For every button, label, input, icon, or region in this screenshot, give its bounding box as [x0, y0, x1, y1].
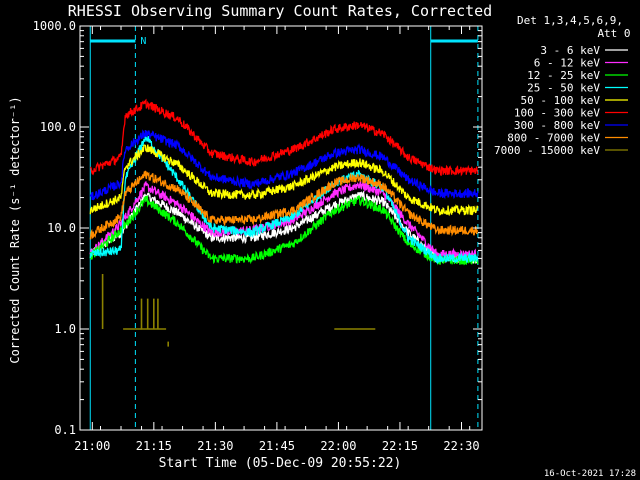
series-line-6-12-kev	[89, 180, 478, 262]
series-line-800-7000-kev	[89, 170, 479, 240]
legend-label: 100 - 300 keV	[514, 107, 600, 120]
detector-info: Det 1,3,4,5,6,9,	[517, 14, 623, 27]
x-axis-label: Start Time (05-Dec-09 20:55:22)	[159, 456, 402, 471]
series-line-50-100-kev	[89, 144, 479, 217]
series-line-12-25-kev	[89, 194, 479, 266]
night-marker-label: N	[140, 36, 146, 47]
footer-date: 16-Oct-2021 17:28	[544, 469, 636, 479]
y-axis-label: Corrected Count Rate (s⁻¹ detector⁻¹)	[8, 96, 22, 363]
chart-title: RHESSI Observing Summary Count Rates, Co…	[68, 2, 492, 20]
legend-label: 25 - 50 keV	[527, 82, 600, 95]
plot-area: N	[89, 26, 479, 430]
legend-label: 6 - 12 keV	[534, 57, 601, 70]
legend-label: 12 - 25 keV	[527, 69, 600, 82]
x-tick-label: 22:30	[443, 439, 479, 453]
x-axis: 21:00 21:15 21:30 21:45 22:00 22:15 22:30	[74, 26, 480, 453]
legend-label: 50 - 100 keV	[521, 94, 601, 107]
y-tick-label: 1000.0	[33, 19, 76, 33]
legend-label: 800 - 7000 keV	[507, 132, 600, 145]
series-segment-7000-15000-kev	[140, 298, 167, 330]
series-line-25-50-kev	[89, 133, 479, 265]
legend-label: 300 - 800 keV	[514, 119, 600, 132]
x-tick-label: 22:00	[320, 439, 356, 453]
series-line-100-300-kev	[89, 98, 479, 177]
series-line-3-6-kev	[89, 190, 479, 265]
y-axis: 1000.0 100.0 10.0 1.0 0.1	[33, 19, 482, 437]
legend-label: 3 - 6 keV	[540, 44, 600, 57]
legend-label: 7000 - 15000 keV	[494, 144, 600, 157]
y-tick-label: 0.1	[54, 423, 76, 437]
x-tick-label: 21:45	[259, 439, 295, 453]
x-tick-label: 22:15	[382, 439, 418, 453]
x-tick-label: 21:15	[136, 439, 172, 453]
plot-frame	[79, 25, 483, 431]
y-tick-label: 1.0	[54, 322, 76, 336]
series-line-300-800-kev	[89, 129, 479, 201]
attenuator-info: Att 0	[597, 27, 630, 40]
y-tick-label: 100.0	[40, 120, 76, 134]
x-tick-label: 21:00	[74, 439, 110, 453]
x-tick-label: 21:30	[197, 439, 233, 453]
y-tick-label: 10.0	[47, 221, 76, 235]
